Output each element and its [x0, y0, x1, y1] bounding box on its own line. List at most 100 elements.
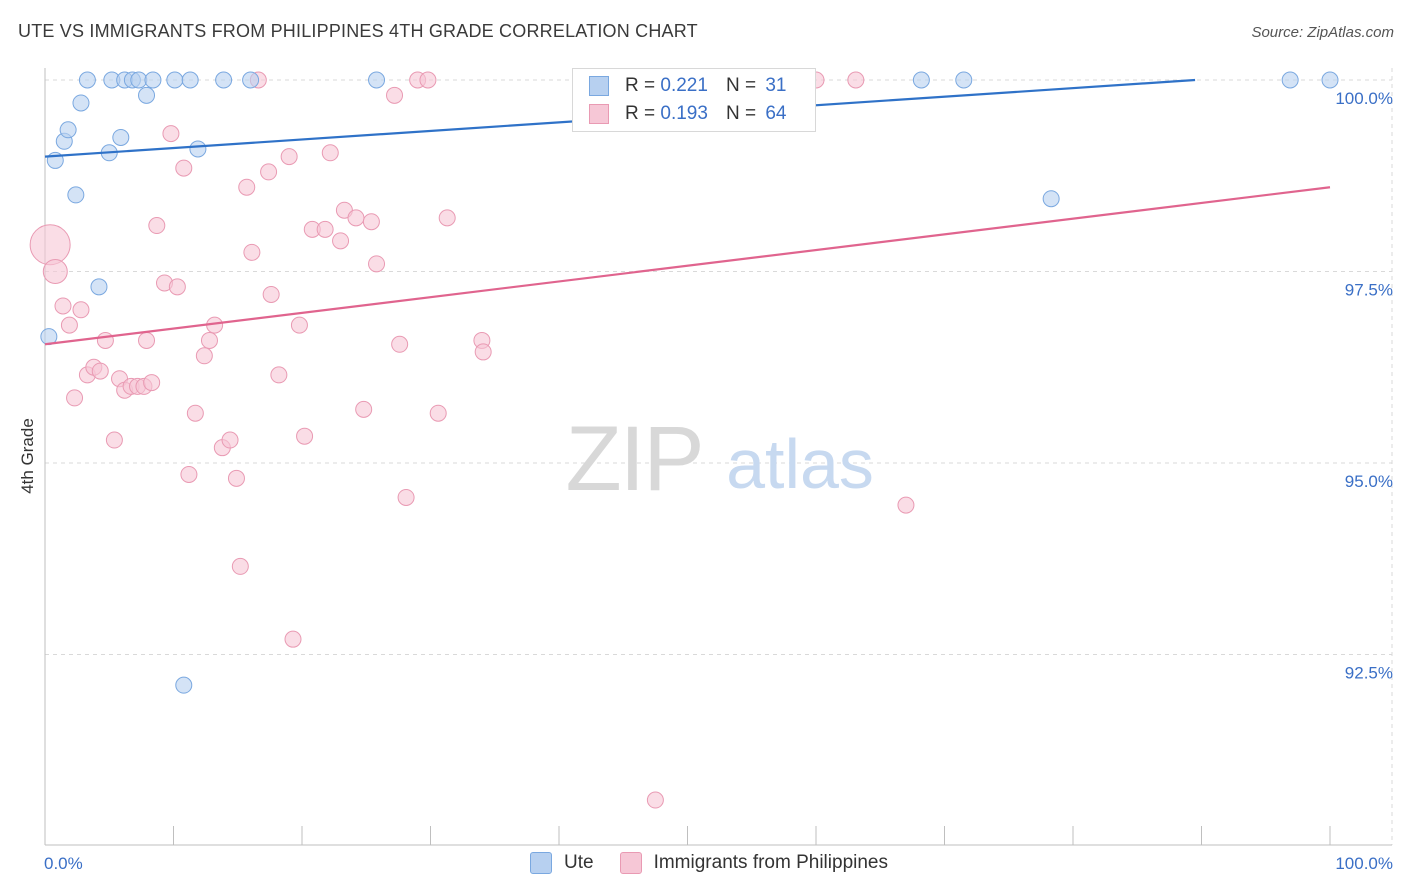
philippines-point	[148, 217, 166, 235]
n-label: N =	[725, 75, 757, 96]
philippines-point	[200, 331, 218, 349]
legend-swatch-ute	[589, 76, 609, 96]
watermark-atlas: atlas	[726, 425, 874, 503]
legend-item-philippines[interactable]: Immigrants from Philippines	[619, 852, 888, 874]
philippines-point	[180, 465, 198, 483]
legend-swatch-philippines	[589, 104, 609, 124]
philippines-point	[238, 178, 256, 196]
philippines-point	[243, 243, 261, 261]
r-value-philippines: 0.193	[660, 103, 708, 124]
philippines-point	[362, 213, 380, 231]
philippines-point	[262, 285, 280, 303]
legend-row-philippines: R = 0.193 N = 64	[589, 100, 786, 128]
philippines-point	[143, 374, 161, 392]
philippines-point	[368, 255, 386, 273]
philippines-point	[186, 404, 204, 422]
philippines-point	[66, 389, 84, 407]
philippines-point	[231, 557, 249, 575]
philippines-point	[429, 404, 447, 422]
philippines-point	[316, 220, 334, 238]
legend-item-ute[interactable]: Ute	[530, 852, 594, 874]
philippines-point	[60, 316, 78, 334]
philippines-point	[290, 316, 308, 334]
philippines-point	[168, 278, 186, 296]
philippines-point	[321, 144, 339, 162]
philippines-point	[42, 259, 68, 284]
tick-labels: 100.0% 97.5% 95.0% 92.5% 0.0% 100.0%	[44, 89, 1393, 873]
philippines-point	[162, 125, 180, 143]
philippines-point	[296, 427, 314, 445]
ute-point	[59, 121, 77, 139]
philippines-point	[175, 159, 193, 177]
ute-point	[67, 186, 85, 204]
watermark-zip: ZIP	[565, 408, 702, 510]
ute-point	[215, 71, 233, 89]
ute-point	[72, 94, 90, 112]
x-tick-label-max: 100.0%	[1335, 854, 1393, 873]
r-label: R =	[625, 75, 656, 96]
philippines-point	[438, 209, 456, 227]
data-points	[29, 71, 1339, 809]
legend-label-ute: Ute	[564, 852, 594, 873]
r-value-ute: 0.221	[660, 75, 708, 96]
ute-point	[166, 71, 184, 89]
philippines-point	[284, 630, 302, 648]
legend-swatch-ute	[530, 852, 552, 874]
ute-point	[175, 676, 193, 694]
y-tick-label: 92.5%	[1345, 664, 1393, 683]
philippines-point	[227, 469, 245, 487]
ute-point	[181, 71, 199, 89]
ute-point	[1042, 190, 1060, 208]
source-label: Source: ZipAtlas.com	[1251, 24, 1394, 41]
philippines-point	[646, 791, 664, 809]
r-label: R =	[625, 103, 656, 124]
philippines-point	[29, 224, 71, 266]
philippines-point	[280, 148, 298, 166]
watermark: ZIP atlas	[565, 408, 874, 510]
legend-row-ute: R = 0.221 N = 31	[589, 72, 786, 100]
ute-point	[242, 71, 260, 89]
philippines-point	[96, 331, 114, 349]
ute-point	[144, 71, 162, 89]
philippines-point	[270, 366, 288, 384]
philippines-point	[72, 301, 90, 319]
ute-point	[189, 140, 207, 158]
ute-point	[1321, 71, 1339, 89]
philippines-point	[897, 496, 915, 514]
philippines-point	[355, 400, 373, 418]
ute-point	[955, 71, 973, 89]
philippines-point	[386, 86, 404, 104]
n-value-ute: 31	[765, 75, 787, 96]
n-label: N =	[725, 103, 757, 124]
ute-point	[912, 71, 930, 89]
philippines-point	[419, 71, 437, 89]
philippines-point	[91, 362, 109, 380]
philippines-point	[260, 163, 278, 181]
axes	[44, 68, 1392, 846]
n-value-philippines: 64	[765, 103, 787, 124]
philippines-point	[221, 431, 239, 449]
ute-point	[368, 71, 386, 89]
ute-point	[90, 278, 108, 296]
legend-label-philippines: Immigrants from Philippines	[653, 852, 888, 873]
philippines-point	[391, 335, 409, 353]
ute-point	[112, 128, 130, 146]
philippines-point	[54, 297, 72, 315]
chart-title: UTE VS IMMIGRANTS FROM PHILIPPINES 4TH G…	[18, 21, 698, 41]
ute-point	[78, 71, 96, 89]
philippines-point	[138, 331, 156, 349]
philippines-point	[332, 232, 350, 250]
philippines-point	[847, 71, 865, 89]
philippines-point	[347, 209, 365, 227]
philippines-point	[397, 488, 415, 506]
stats-legend: R = 0.221 N = 31 R = 0.193 N = 64	[572, 68, 816, 132]
ute-point	[1281, 71, 1299, 89]
series-legend: Ute Immigrants from Philippines	[530, 852, 914, 874]
philippines-point	[105, 431, 123, 449]
philippines-point	[474, 343, 492, 361]
ute-point	[138, 86, 156, 104]
legend-swatch-philippines	[619, 852, 642, 874]
y-tick-label: 97.5%	[1345, 281, 1393, 300]
philippines-trend-line	[44, 186, 1331, 346]
